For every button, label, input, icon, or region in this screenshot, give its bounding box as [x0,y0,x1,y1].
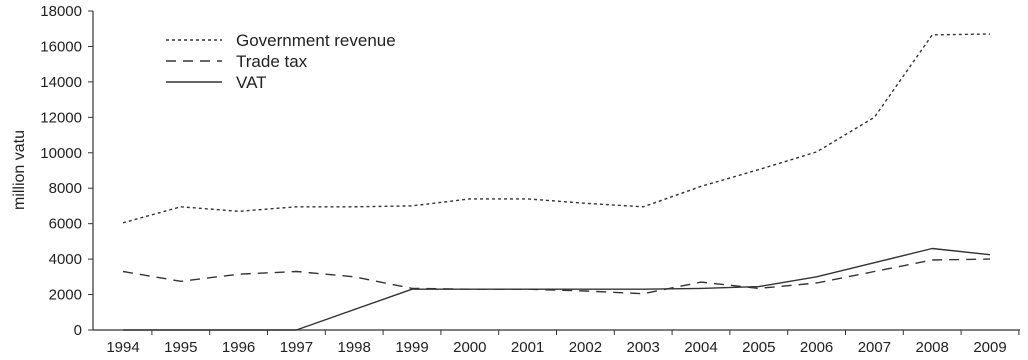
x-tick-label: 2003 [627,339,660,356]
y-tick-label: 2000 [49,287,82,304]
legend-label: Trade tax [236,52,308,71]
x-tick-label: 1999 [395,339,428,356]
series-line-trade-tax [122,258,991,295]
legend: Government revenue Trade tax VAT [166,31,396,92]
x-tick-label: 1998 [338,339,371,356]
x-tick-label: 2005 [742,339,775,356]
series-line-government-revenue [122,33,991,224]
y-tick-label: 16000 [40,38,82,55]
x-tick-label: 2000 [453,339,486,356]
y-tick-label: 10000 [40,145,82,162]
y-tick-label: 18000 [40,3,82,20]
x-tick-label: 2004 [684,339,717,356]
legend-label: Government revenue [236,31,396,50]
y-tick-label: 6000 [49,216,82,233]
x-tick-label: 2009 [973,339,1006,356]
series-line-vat [123,247,991,331]
y-tick-label: 12000 [40,109,82,126]
y-tick-label: 14000 [40,74,82,91]
x-tick-label: 1995 [164,339,197,356]
x-tick-label: 2002 [569,339,602,356]
x-tick-label: 2006 [800,339,833,356]
axes: 0 2000 4000 6000 8000 10000 12000 14000 16000 180… [40,3,1020,356]
legend-label: VAT [236,73,267,92]
y-tick-label: 4000 [49,251,82,268]
y-tick-label: 8000 [49,180,82,197]
x-tick-label: 1997 [280,339,313,356]
y-axis-title: million vatu [11,130,28,210]
x-tick-label: 2008 [916,339,949,356]
series-layer [122,33,991,331]
x-tick-label: 2007 [858,339,891,356]
x-tick-label: 1996 [222,339,255,356]
x-tick-label: 1994 [106,339,139,356]
y-tick-label: 0 [74,322,82,339]
x-tick-label: 2001 [511,339,544,356]
